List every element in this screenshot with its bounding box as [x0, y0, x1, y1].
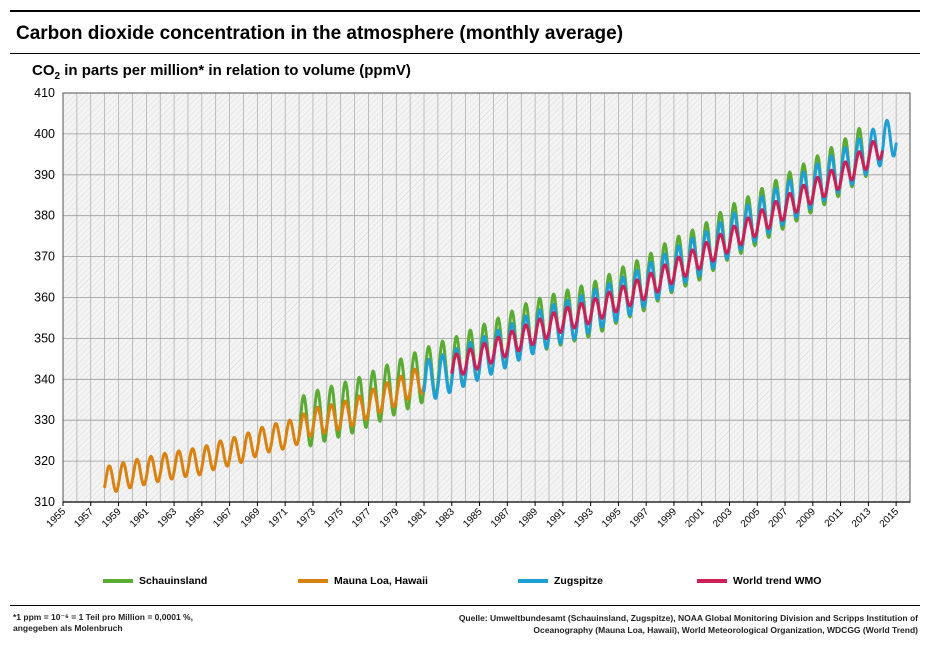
x-tick-label: 2009 [794, 506, 818, 530]
x-tick-label: 2011 [823, 506, 846, 529]
footnote: *1 ppm = 10⁻⁶ = 1 Teil pro Million = 0,0… [13, 612, 193, 633]
x-tick-label: 1971 [267, 506, 291, 530]
series-mauna-loa [103, 367, 426, 493]
series-world-trend-wmo [450, 140, 884, 376]
x-tick-label: 1955 [45, 506, 69, 530]
y-axis-label-suffix: in parts per million* in relation to vol… [60, 62, 411, 79]
x-tick-label: 1957 [72, 506, 96, 530]
x-tick-label: 1985 [461, 506, 485, 530]
legend-label: Zugspitze [554, 575, 603, 587]
legend-label: Schauinsland [139, 575, 208, 587]
legend-swatch [518, 579, 548, 583]
chart-title: Carbon dioxide concentration in the atmo… [16, 23, 624, 44]
x-tick-label: 2007 [767, 506, 791, 530]
y-tick-label: 350 [34, 331, 55, 345]
legend-swatch [103, 579, 133, 583]
y-tick-label: 310 [34, 495, 55, 509]
x-tick-label: 1983 [433, 506, 457, 530]
legend-swatch [697, 579, 727, 583]
y-tick-label: 320 [34, 454, 55, 468]
x-tick-label: 1987 [489, 506, 513, 530]
x-tick-label: 1961 [128, 506, 152, 530]
y-axis-label: CO2 in parts per million* in relation to… [32, 62, 411, 82]
x-tick-label: 1959 [100, 506, 124, 530]
title-rule [10, 53, 920, 54]
x-tick-label: 1973 [295, 506, 319, 530]
footer-rule [10, 605, 920, 606]
grid [62, 92, 911, 503]
x-tick-label: 1965 [183, 506, 207, 530]
y-axis-label-subscript: 2 [54, 71, 61, 82]
y-tick-label: 400 [34, 127, 55, 141]
legend-item-mauna-loa: Mauna Loa, Hawaii [298, 575, 428, 587]
x-tick-label: 2005 [739, 506, 763, 530]
top-rule [10, 10, 920, 12]
legend-item-world-trend-wmo: World trend WMO [697, 575, 821, 587]
y-tick-label: 380 [34, 209, 55, 223]
legend-label: Mauna Loa, Hawaii [334, 575, 428, 587]
x-tick-label: 1963 [156, 506, 180, 530]
x-tick-label: 1999 [656, 506, 680, 530]
x-tick-label: 1977 [350, 506, 374, 530]
x-tick-label: 1993 [572, 506, 596, 530]
x-tick-label: 1967 [211, 506, 235, 530]
x-tick-label: 2001 [683, 506, 707, 530]
x-tick-label: 2003 [711, 506, 735, 530]
y-axis-label-prefix: CO [32, 62, 55, 79]
legend: Schauinsland Mauna Loa, Hawaii Zugspitze Wo… [0, 575, 938, 591]
series-layer [103, 118, 898, 493]
y-tick-label: 340 [34, 372, 55, 386]
y-tick-label: 370 [34, 250, 55, 264]
legend-label: World trend WMO [733, 575, 822, 587]
x-tick-label: 1995 [600, 506, 624, 530]
x-tick-label: 1969 [239, 506, 263, 530]
x-tick-label: 1979 [378, 506, 402, 530]
x-tick-label: 1981 [406, 506, 430, 530]
x-tick-label: 2013 [850, 506, 874, 530]
y-tick-label: 360 [34, 291, 55, 305]
x-tick-label: 1975 [322, 506, 346, 530]
x-tick-label: 1997 [628, 506, 652, 530]
source-note: Quelle: Umweltbundesamt (Schauinsland, Z… [458, 613, 918, 635]
y-tick-label: 390 [34, 168, 55, 182]
x-tick-label: 1989 [517, 506, 541, 530]
legend-item-zugspitze: Zugspitze [518, 575, 603, 587]
legend-item-schauinsland: Schauinsland [103, 575, 207, 587]
x-tick-label: 2015 [878, 506, 902, 530]
legend-swatch [298, 579, 328, 583]
x-tick-label: 1991 [544, 506, 568, 530]
y-tick-label: 410 [34, 86, 55, 100]
y-tick-label: 330 [34, 413, 55, 427]
